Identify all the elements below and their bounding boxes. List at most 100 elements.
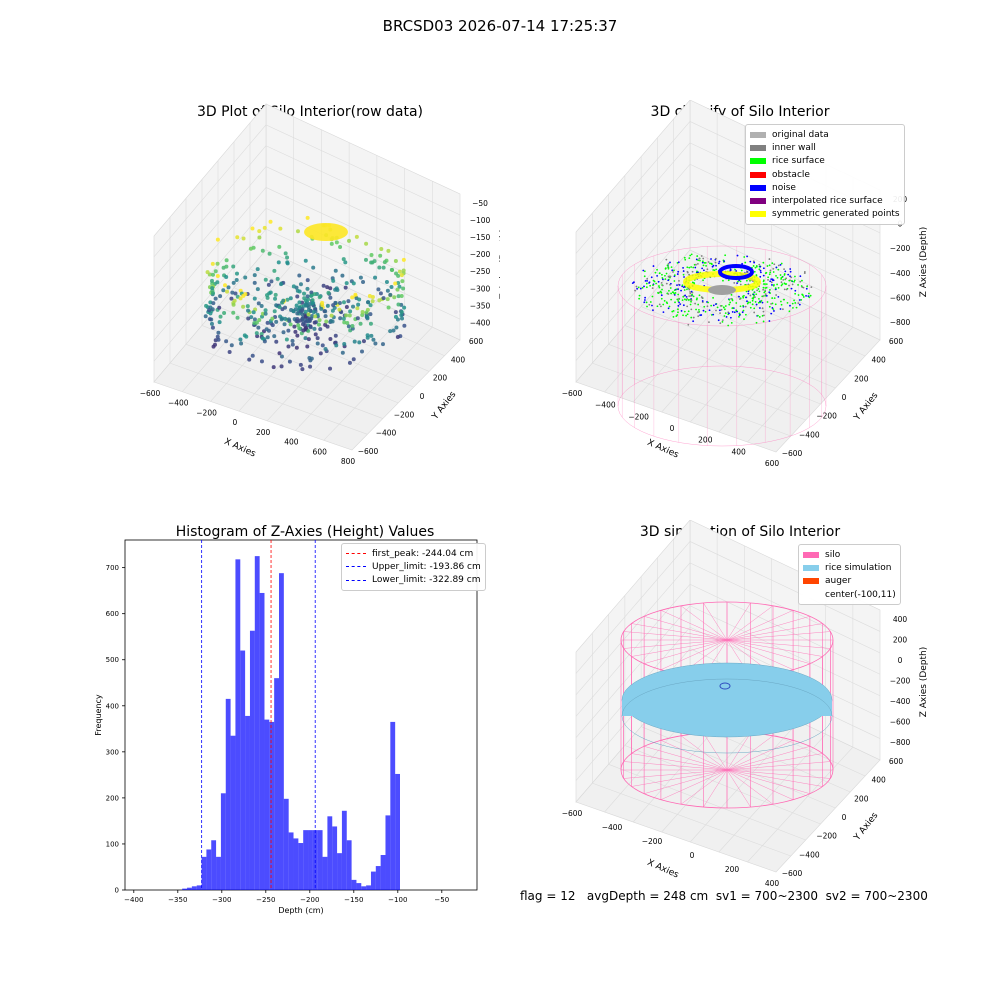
raw-point xyxy=(224,258,229,263)
raw-point xyxy=(209,321,214,326)
raw-point xyxy=(255,267,260,272)
cls-point xyxy=(758,268,761,271)
raw-point xyxy=(245,304,250,309)
cls-point xyxy=(740,269,743,272)
cls-y-tick: −400 xyxy=(799,430,820,439)
cls-point xyxy=(677,304,680,307)
raw-point xyxy=(270,316,275,321)
raw-point xyxy=(280,307,285,312)
cls-point xyxy=(638,297,641,300)
histogram-bar xyxy=(240,650,246,890)
cls-point xyxy=(777,268,780,271)
cls-point xyxy=(654,271,657,274)
histogram-bar xyxy=(269,721,275,890)
cls-point xyxy=(797,284,799,286)
cls-point xyxy=(771,302,774,305)
cls-point xyxy=(637,286,640,289)
histogram-y-tick: 300 xyxy=(106,748,119,756)
raw-point xyxy=(252,296,257,301)
histogram-plot-area xyxy=(124,539,478,891)
cls-point xyxy=(721,319,724,322)
raw-point xyxy=(343,285,348,290)
raw-x-tick: −400 xyxy=(168,399,189,408)
raw-point xyxy=(298,282,303,287)
cls-point xyxy=(697,259,700,262)
histogram-x-label: Depth (cm) xyxy=(278,906,323,915)
cls-point xyxy=(686,288,688,291)
cls-point xyxy=(733,311,736,314)
cls-point xyxy=(651,295,654,298)
cls-point xyxy=(798,299,801,301)
raw-point xyxy=(302,296,307,301)
histogram-y-tick: 200 xyxy=(106,794,119,802)
cls-point xyxy=(656,305,659,308)
cls-point xyxy=(723,315,726,317)
cls-point xyxy=(745,279,748,282)
raw-point xyxy=(234,271,239,276)
cls-point xyxy=(682,270,685,272)
legend-swatch xyxy=(750,158,766,165)
cls-y-tick: 400 xyxy=(872,356,887,365)
cls-point xyxy=(742,309,745,312)
cls-point xyxy=(682,267,684,269)
raw-point xyxy=(254,320,259,325)
cls-point xyxy=(809,294,812,297)
cls-point xyxy=(676,273,679,275)
sim-grid xyxy=(624,745,821,825)
cls-point xyxy=(743,294,745,297)
cls-point xyxy=(697,303,700,306)
raw-point xyxy=(295,294,300,299)
raw-grid xyxy=(153,228,267,362)
cls-point xyxy=(800,285,803,287)
cls-point xyxy=(764,287,767,289)
histogram-bar xyxy=(366,885,371,890)
raw-point xyxy=(367,294,372,299)
cls-point xyxy=(734,268,736,271)
raw-point xyxy=(264,327,269,332)
raw-point xyxy=(354,234,359,239)
sim-z-tick: −800 xyxy=(890,738,911,747)
cls-point xyxy=(670,266,673,269)
cls-grid xyxy=(624,325,821,405)
sim-silo-spoke xyxy=(644,639,728,664)
histogram-bar xyxy=(225,698,231,890)
cls-point xyxy=(710,313,713,316)
cls-point xyxy=(702,309,705,312)
sim-silo-spoke xyxy=(660,639,728,670)
raw-point xyxy=(234,277,239,282)
cls-point xyxy=(764,293,767,296)
raw-point xyxy=(397,284,402,289)
histogram-bar xyxy=(274,678,279,890)
cls-point xyxy=(733,282,736,284)
cls-point xyxy=(736,282,739,285)
sim-silo-spoke xyxy=(726,735,774,771)
cls-y-tick: 200 xyxy=(854,374,869,383)
histogram-bar xyxy=(182,888,188,890)
sim-grid xyxy=(689,584,881,675)
cls-z-tick: −200 xyxy=(890,244,911,253)
raw-point xyxy=(357,297,362,302)
cls-point xyxy=(673,269,675,272)
raw-point xyxy=(373,275,378,280)
cls-point xyxy=(683,276,685,278)
cls-point xyxy=(644,279,647,282)
cls-point xyxy=(695,263,697,266)
raw-x-tick: 400 xyxy=(284,438,299,447)
cls-point xyxy=(775,294,778,296)
cls-point xyxy=(738,314,741,316)
cls-point xyxy=(678,279,680,282)
histogram-x-tick: −50 xyxy=(434,896,449,904)
cls-point xyxy=(712,304,715,307)
raw-point xyxy=(302,291,307,296)
cls-point xyxy=(769,271,772,274)
cls-y-tick: 0 xyxy=(842,393,847,402)
raw-point xyxy=(357,340,362,345)
cls-point xyxy=(665,282,668,285)
cls-point xyxy=(766,301,769,303)
cls-point xyxy=(723,260,726,263)
raw-point xyxy=(395,287,400,292)
cls-point xyxy=(706,268,709,271)
legend-swatch xyxy=(750,184,766,191)
histogram-bar xyxy=(390,721,396,890)
raw-point xyxy=(213,296,218,301)
